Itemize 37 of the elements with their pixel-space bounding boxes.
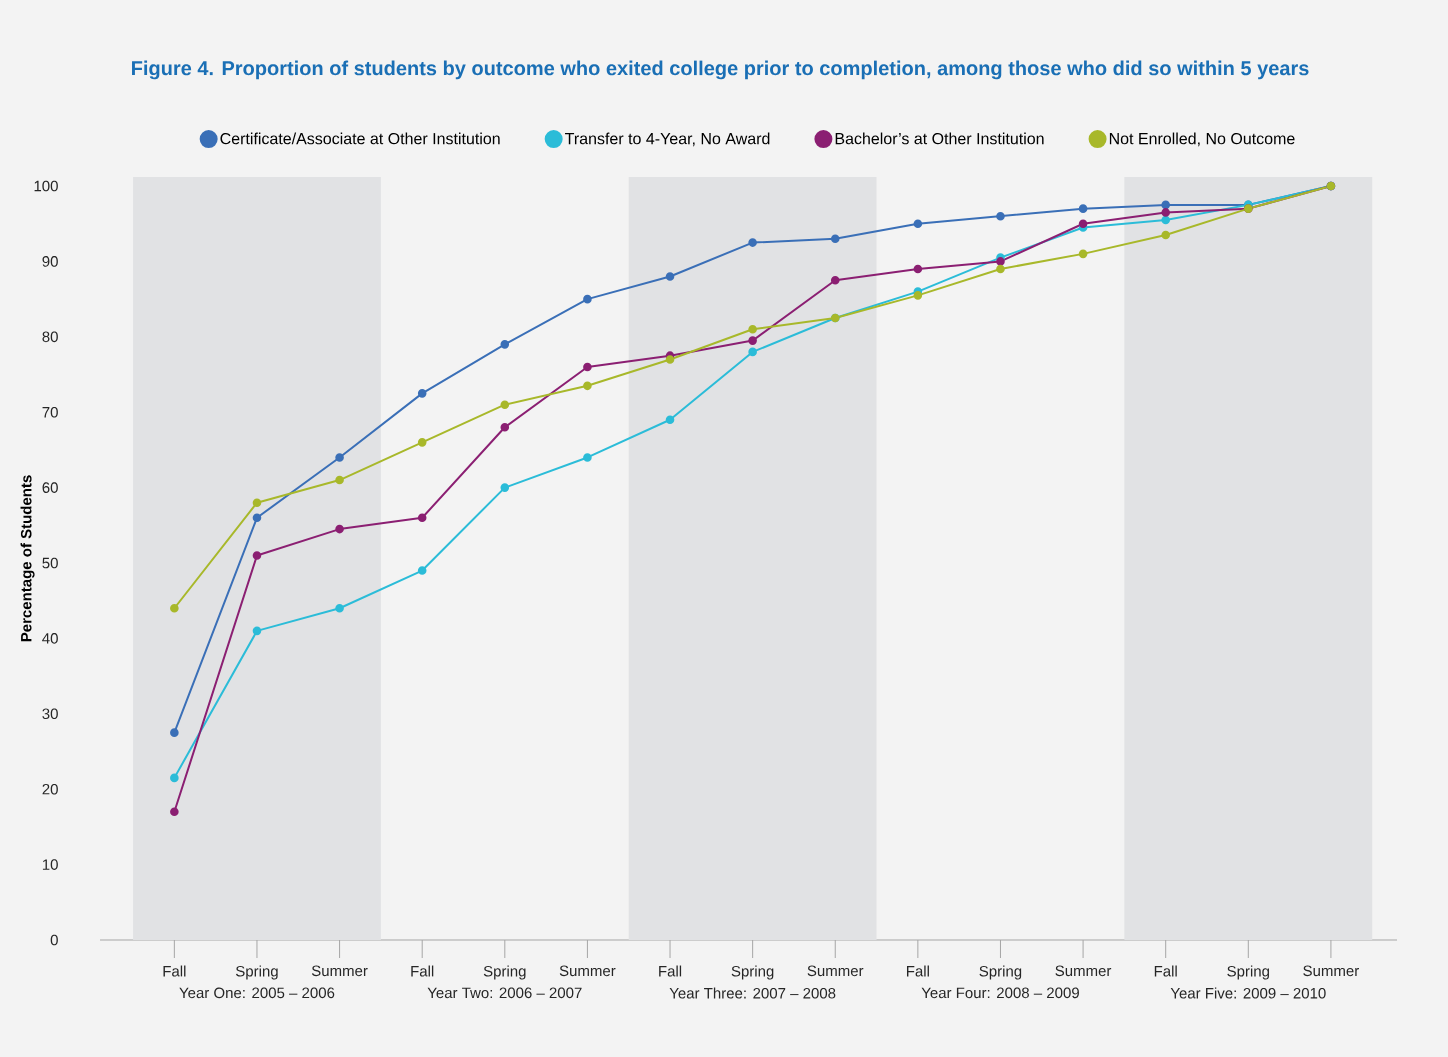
text: Year Three: 2007 – 2008 (669, 987, 836, 999)
x-tick-label: Spring (1227, 965, 1269, 980)
legend-label: Bachelor’s at Other Institution (835, 132, 1044, 145)
y-tick-label: 40 (42, 633, 58, 644)
y-tick-label: 20 (42, 783, 58, 795)
legend-label: Certificate/Associate at Other Institution (220, 132, 500, 145)
y-axis-title: Percentage of Students (20, 475, 35, 642)
x-tick-label: Spring (483, 965, 526, 980)
y-tick-label: 80 (42, 331, 58, 343)
y-tick-label: 60 (42, 482, 58, 493)
legend-label: Not Enrolled, No Outcome (1109, 132, 1295, 147)
y-tick-label: 90 (42, 256, 58, 267)
x-tick-label: Spring (731, 965, 774, 980)
x-tick-label: Fall (163, 965, 186, 977)
x-tick-label: Fall (1154, 965, 1177, 977)
y-tick-label: 0 (50, 934, 58, 946)
x-tick-label: Fall (659, 965, 682, 977)
x-tick-label: Fall (411, 965, 434, 977)
y-tick-label: 50 (42, 557, 58, 569)
y-tick-label: 70 (42, 406, 58, 418)
x-tick-label: Summer (311, 965, 368, 977)
legend-label: Transfer to 4-Year, No Award (565, 132, 770, 147)
x-tick-label: Spring (235, 965, 278, 980)
x-tick-label: Fall (907, 965, 929, 977)
y-tick-label: 10 (42, 859, 58, 870)
text: Year Two: 2006 – 2007 (427, 987, 582, 999)
x-tick-label: Summer (1303, 965, 1359, 977)
x-tick-label: Summer (559, 965, 616, 977)
chart-title: Figure 4. Proportion of students by outcome who exited college prior to completion, among those who did so within 5 years (132, 60, 1309, 80)
x-tick-label: Spring (979, 965, 1022, 980)
y-tick-label: 100 (34, 180, 58, 192)
text: Year Four: 2008 – 2009 (921, 987, 1079, 999)
y-tick-label: 30 (42, 708, 58, 720)
x-tick-label: Summer (1055, 965, 1112, 977)
x-tick-label: Summer (807, 965, 864, 977)
text: Year One: 2005 – 2006 (179, 987, 335, 999)
text: Year Five: 2009 – 2010 (1170, 987, 1326, 999)
